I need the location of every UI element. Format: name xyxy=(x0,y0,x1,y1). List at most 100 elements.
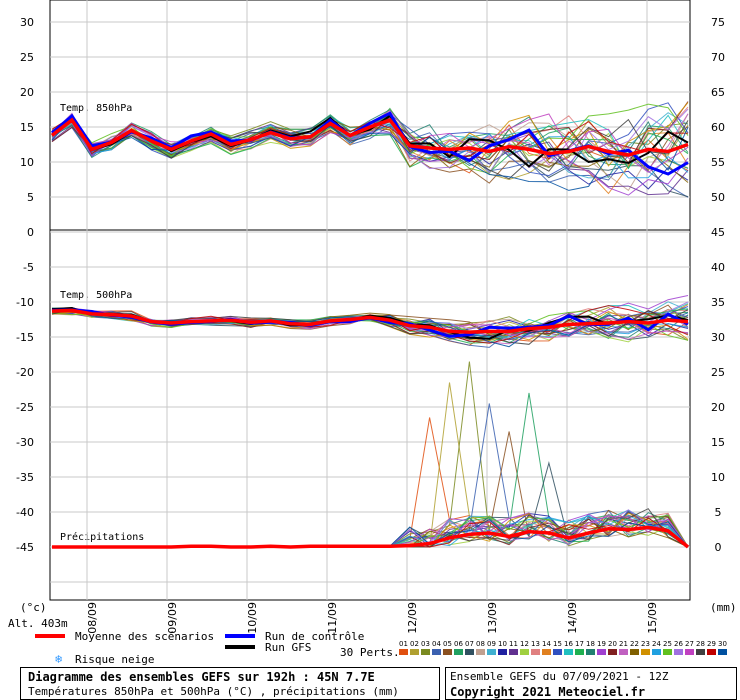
perturbation-number: 04 xyxy=(432,640,441,648)
perturbation-number: 05 xyxy=(443,640,452,648)
y-tick-right: 15 xyxy=(711,436,725,449)
y-tick-right: 0 xyxy=(715,541,722,554)
y-tick-right: 35 xyxy=(711,296,725,309)
y-tick-right: 75 xyxy=(711,16,725,29)
snowflake-icon: ❄ xyxy=(55,652,63,666)
legend-perts-label: 30 Perts. xyxy=(340,646,400,659)
perturbation-number: 25 xyxy=(663,640,672,648)
perturbation-number: 13 xyxy=(531,640,540,648)
mean-line-precip xyxy=(52,525,690,549)
perturbation-line-500 xyxy=(51,310,689,341)
y-tick-left: 10 xyxy=(20,156,34,169)
x-date-label: 10/09 xyxy=(246,602,259,634)
perturbation-number: 27 xyxy=(685,640,694,648)
perturbation-number: 17 xyxy=(575,640,584,648)
perturbation-swatch xyxy=(575,649,584,655)
y-tick-right: 55 xyxy=(711,156,725,169)
perturbation-number: 01 xyxy=(399,640,408,648)
y-tick-right: 30 xyxy=(711,331,725,344)
precip-perturbation-line xyxy=(52,417,689,548)
precip-perturbation-line xyxy=(52,403,689,548)
perturbation-swatch xyxy=(531,649,540,655)
perturbation-swatch xyxy=(597,649,606,655)
perturbation-number: 24 xyxy=(652,640,661,648)
perturbation-swatch xyxy=(553,649,562,655)
precip-label: Précipitations xyxy=(60,531,144,543)
perturbation-swatch xyxy=(663,649,672,655)
perturbation-swatch xyxy=(718,649,727,655)
perturbation-swatch xyxy=(487,649,496,655)
perturbation-number: 02 xyxy=(410,640,419,648)
y-tick-left: -15 xyxy=(16,331,34,344)
y-tick-left: 5 xyxy=(27,191,34,204)
y-tick-left: -30 xyxy=(16,436,34,449)
panel-850-label: Temp. 850hPa xyxy=(60,103,132,114)
plot-frame xyxy=(49,0,691,601)
perturbation-number: 26 xyxy=(674,640,683,648)
perturbation-swatch xyxy=(520,649,529,655)
y-tick-right: 5 xyxy=(715,506,722,519)
x-date-label: 14/09 xyxy=(566,602,579,634)
x-date-label: 09/09 xyxy=(166,602,179,634)
y-tick-left: 0 xyxy=(27,226,34,239)
x-date-label: 13/09 xyxy=(486,602,499,634)
unit-left-label: (°c) xyxy=(20,601,47,614)
perturbation-swatch xyxy=(608,649,617,655)
perturbation-number: 07 xyxy=(465,640,474,648)
altitude-label: Alt. 403m xyxy=(8,617,68,630)
perturbation-number: 10 xyxy=(498,640,507,648)
perturbation-swatch xyxy=(586,649,595,655)
perturbation-number: 21 xyxy=(619,640,628,648)
y-tick-left: -40 xyxy=(16,506,34,519)
perturbation-swatch xyxy=(619,649,628,655)
perturbation-swatch xyxy=(410,649,419,655)
y-tick-left: 25 xyxy=(20,51,34,64)
perturbation-swatch xyxy=(707,649,716,655)
y-tick-left: -35 xyxy=(16,471,34,484)
perturbation-number: 15 xyxy=(553,640,562,648)
y-tick-right: 65 xyxy=(711,86,725,99)
perturbation-line-850 xyxy=(51,116,689,191)
perturbation-swatch xyxy=(685,649,694,655)
perturbation-number: 29 xyxy=(707,640,716,648)
perturbation-swatch xyxy=(542,649,551,655)
perturbation-swatch xyxy=(443,649,452,655)
y-tick-left: -25 xyxy=(16,401,34,414)
perturbation-swatch xyxy=(498,649,507,655)
perturbation-swatch xyxy=(564,649,573,655)
perturbation-number: 14 xyxy=(542,640,551,648)
y-tick-left: -10 xyxy=(16,296,34,309)
perturbation-number: 11 xyxy=(509,640,518,648)
panel-500-label: Temp. 500hPa xyxy=(60,290,132,301)
perturbation-swatch xyxy=(652,649,661,655)
perturbation-number: 08 xyxy=(476,640,485,648)
perturbation-swatch xyxy=(674,649,683,655)
y-tick-left: 20 xyxy=(20,86,34,99)
y-tick-right: 45 xyxy=(711,226,725,239)
y-tick-left: -45 xyxy=(16,541,34,554)
copyright: Copyright 2021 Meteociel.fr xyxy=(450,685,646,699)
perturbation-swatch xyxy=(696,649,705,655)
mean-line-850 xyxy=(50,117,689,157)
y-tick-right: 50 xyxy=(711,191,725,204)
perturbation-number: 19 xyxy=(597,640,606,648)
perturbation-swatch xyxy=(509,649,518,655)
perturbation-swatch xyxy=(399,649,408,655)
perturbation-number: 18 xyxy=(586,640,595,648)
perturbation-number: 30 xyxy=(718,640,727,648)
x-date-label: 15/09 xyxy=(646,602,659,634)
y-tick-right: 25 xyxy=(711,366,725,379)
precip-perturbation-line xyxy=(52,508,689,548)
perturbation-number: 22 xyxy=(630,640,639,648)
legend-control-label: Run de contrôle xyxy=(265,630,365,643)
perturbation-line-850 xyxy=(51,109,689,170)
legend-snow-label: Risque neige xyxy=(75,653,155,666)
perturbation-number: 28 xyxy=(696,640,705,648)
perturbation-number: 16 xyxy=(564,640,573,648)
y-tick-left: -5 xyxy=(23,261,34,274)
legend-gfs-label: Run GFS xyxy=(265,641,312,654)
perturbation-swatch xyxy=(476,649,485,655)
legend-mean-swatch xyxy=(35,634,65,638)
y-tick-left: -20 xyxy=(16,366,34,379)
